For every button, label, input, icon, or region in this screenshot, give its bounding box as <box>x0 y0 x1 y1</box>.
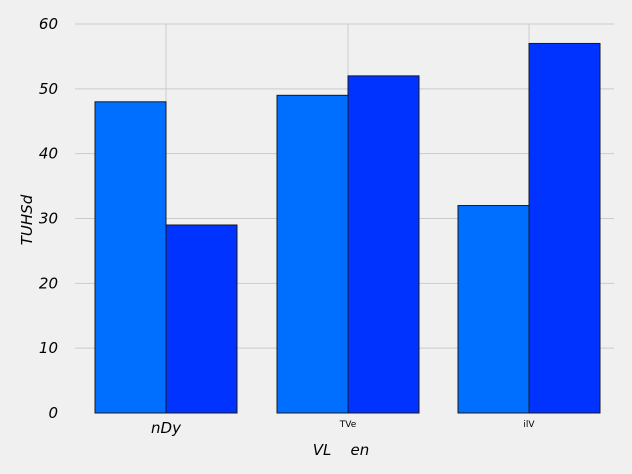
x-tick-labels: nDy TVe ilV <box>151 419 535 437</box>
y-axis-label: TUHSd <box>18 194 36 245</box>
x-axis-label: VL en <box>313 441 369 459</box>
bar <box>528 42 601 414</box>
y-tick-label: 10 <box>39 339 58 357</box>
bar <box>347 75 420 414</box>
y-tick-label: 30 <box>39 210 58 228</box>
bar <box>457 205 530 414</box>
y-tick-label: 0 <box>48 404 58 422</box>
bar <box>276 94 349 414</box>
bar <box>94 101 167 414</box>
bar <box>165 224 238 414</box>
y-tick-labels: 0 10 20 30 40 50 60 <box>39 15 58 422</box>
y-tick-label: 60 <box>39 15 58 33</box>
y-tick-label: 50 <box>39 80 58 98</box>
x-tick-label: nDy <box>151 419 182 437</box>
bars <box>94 42 601 414</box>
y-tick-label: 20 <box>39 274 58 292</box>
y-tick-label: 40 <box>39 145 58 163</box>
x-tick-label: TVe <box>339 420 357 430</box>
x-tick-label: ilV <box>523 420 535 430</box>
